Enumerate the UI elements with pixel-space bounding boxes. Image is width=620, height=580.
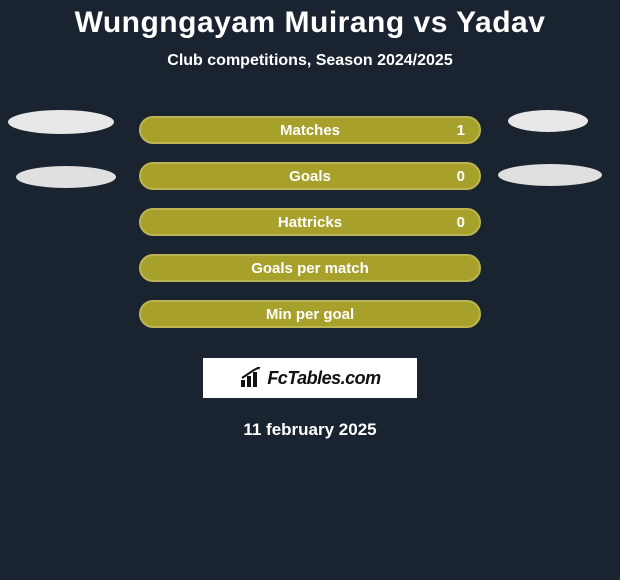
stat-value-right: 0	[457, 214, 465, 231]
stat-label: Matches	[280, 122, 340, 139]
date-text: 11 february 2025	[0, 420, 620, 440]
stat-bar-matches: Matches 1	[139, 116, 481, 144]
player-right-ellipse-1	[508, 110, 588, 132]
stat-bar-hattricks: Hattricks 0	[139, 208, 481, 236]
stat-value-right: 0	[457, 168, 465, 185]
player-left-ellipse-1	[8, 110, 114, 134]
page-subtitle: Club competitions, Season 2024/2025	[0, 52, 620, 70]
stat-value-right: 1	[457, 122, 465, 139]
stat-label: Goals	[289, 168, 331, 185]
stat-bars: Matches 1 Goals 0 Hattricks 0 Goals per …	[139, 116, 481, 328]
stat-bar-min-per-goal: Min per goal	[139, 300, 481, 328]
player-right-ellipse-2	[498, 164, 602, 186]
stat-label: Hattricks	[278, 214, 342, 231]
right-ellipse-group	[508, 110, 602, 186]
stat-label: Goals per match	[251, 260, 369, 277]
stats-area: Matches 1 Goals 0 Hattricks 0 Goals per …	[0, 116, 620, 328]
chart-icon	[239, 367, 263, 389]
stat-bar-goals: Goals 0	[139, 162, 481, 190]
player-left-ellipse-2	[16, 166, 116, 188]
page-title: Wungngayam Muirang vs Yadav	[0, 0, 620, 40]
stat-label: Min per goal	[266, 306, 354, 323]
logo-text: FcTables.com	[267, 368, 380, 389]
left-ellipse-group	[8, 110, 116, 188]
logo-box: FcTables.com	[203, 358, 417, 398]
stat-bar-goals-per-match: Goals per match	[139, 254, 481, 282]
